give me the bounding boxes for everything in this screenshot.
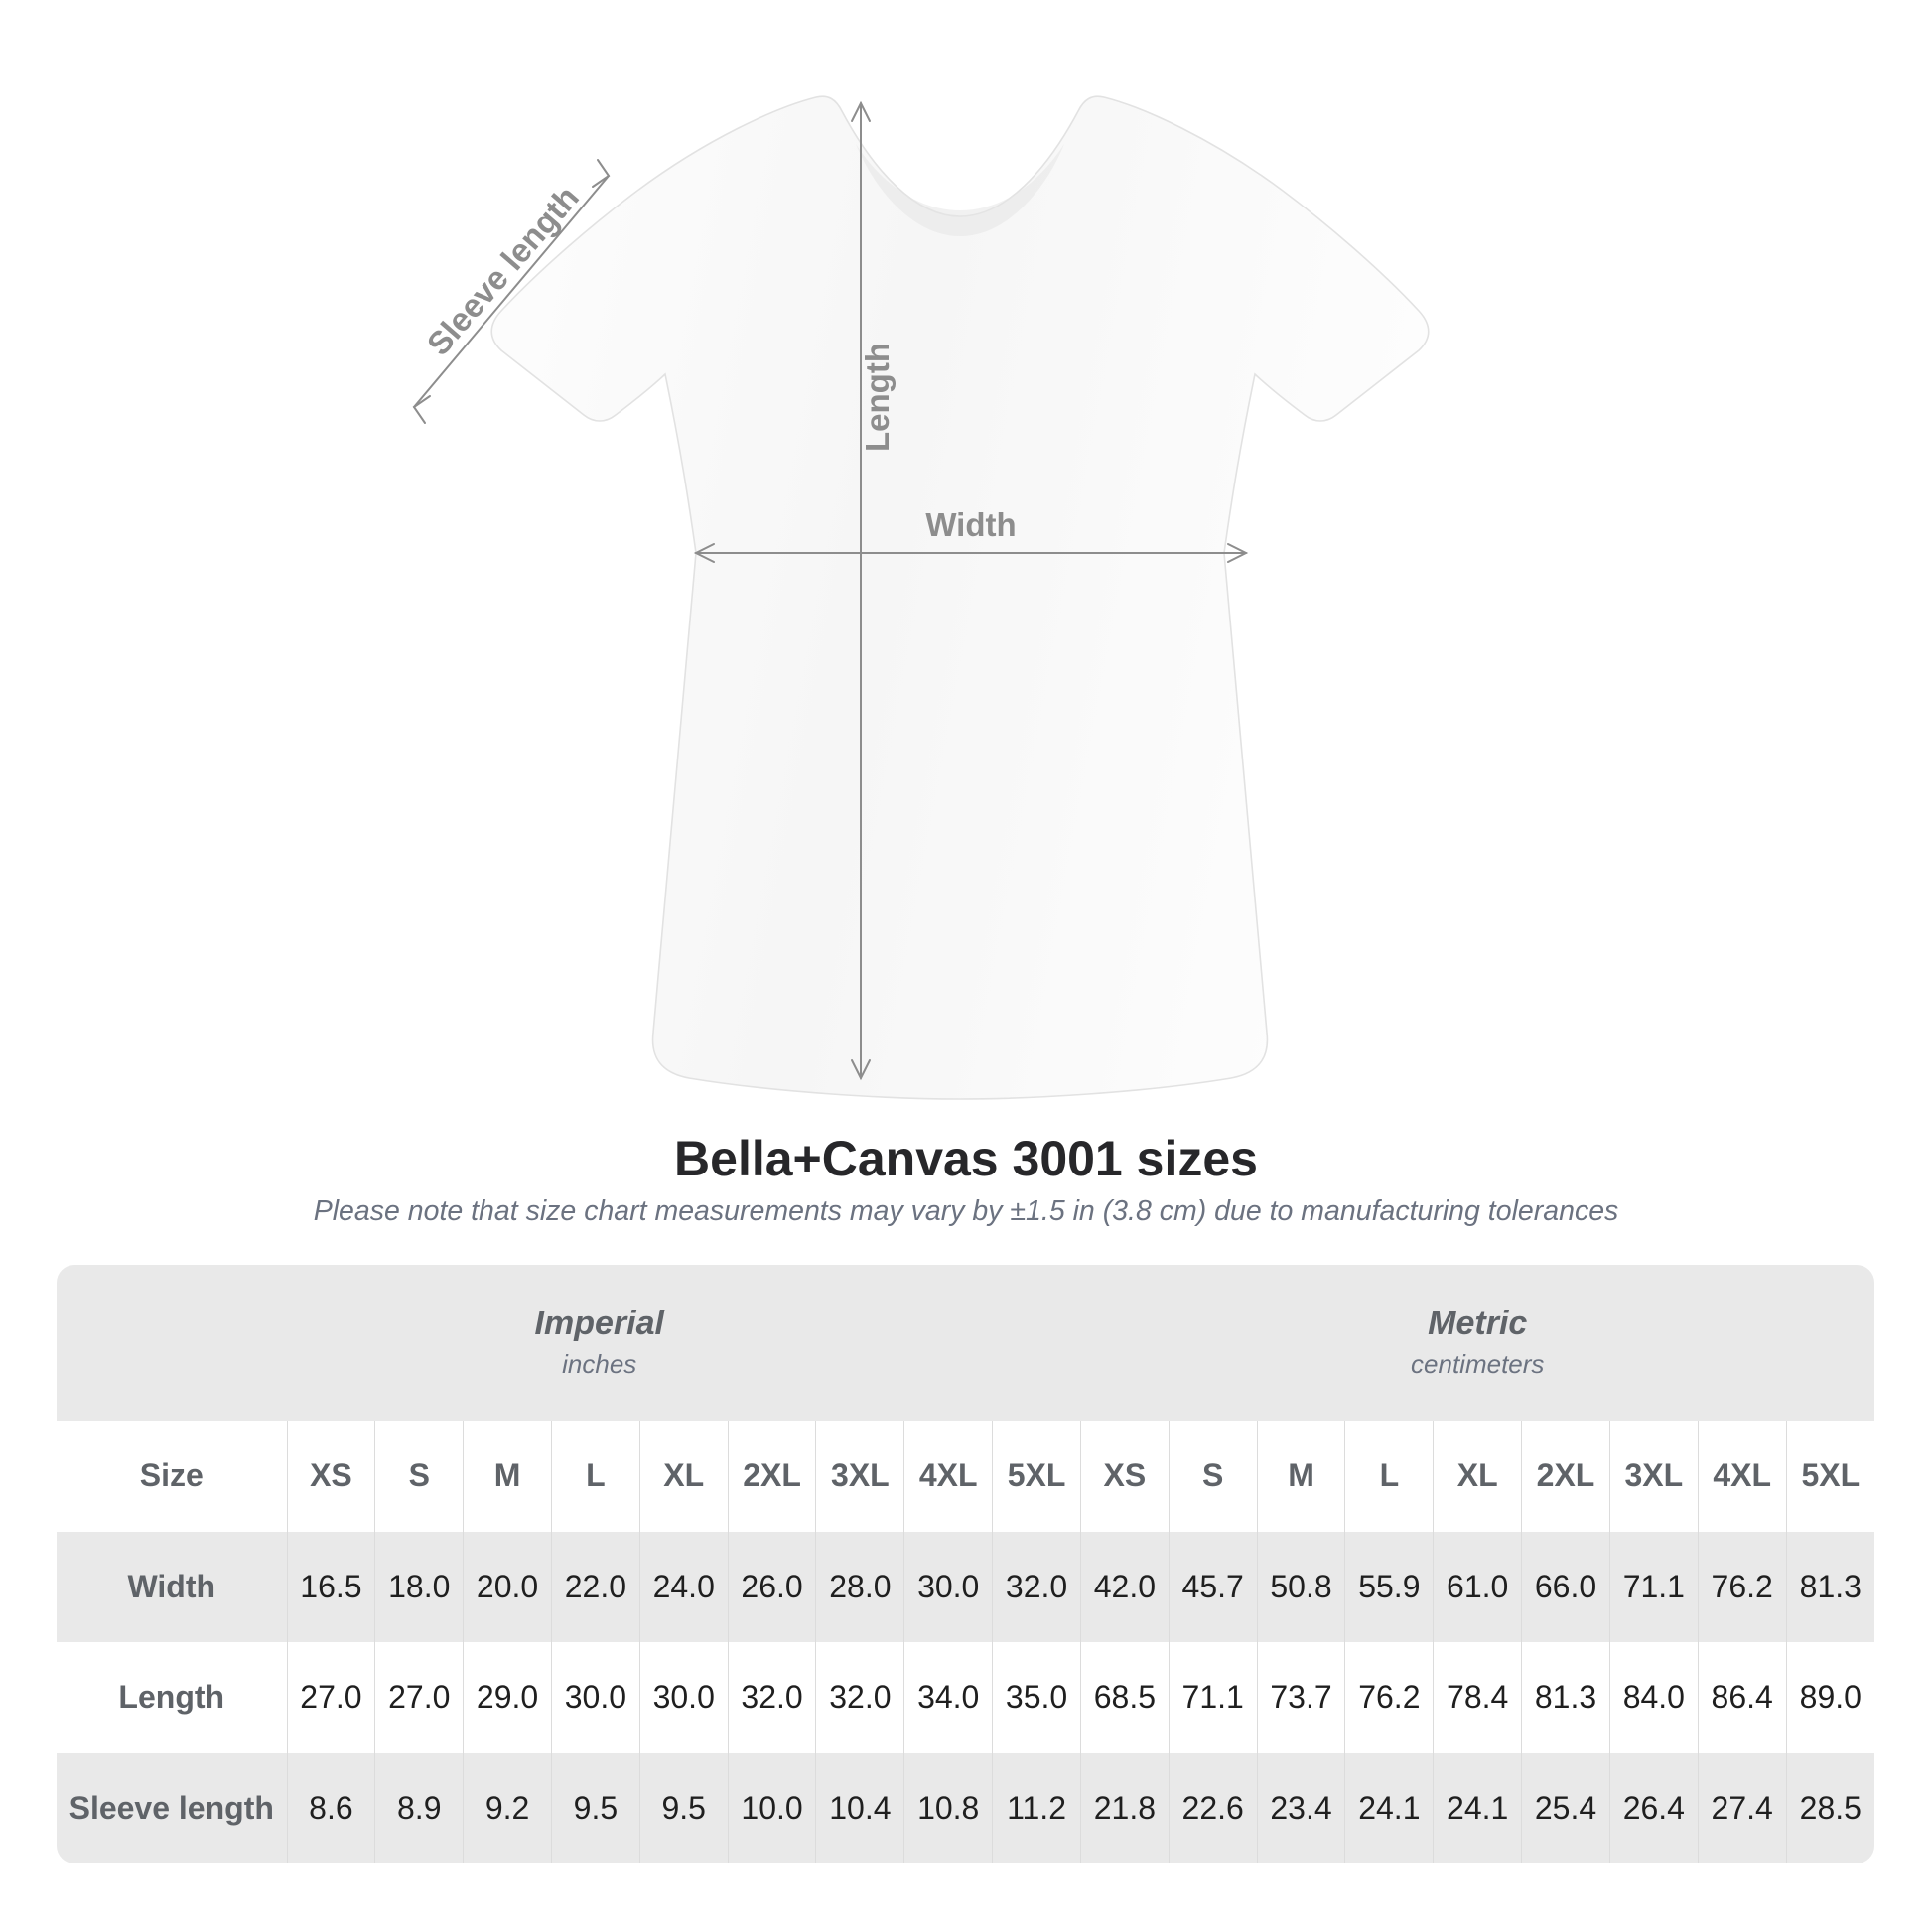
- svg-text:Width: Width: [925, 506, 1016, 543]
- svg-text:Length: Length: [859, 343, 896, 452]
